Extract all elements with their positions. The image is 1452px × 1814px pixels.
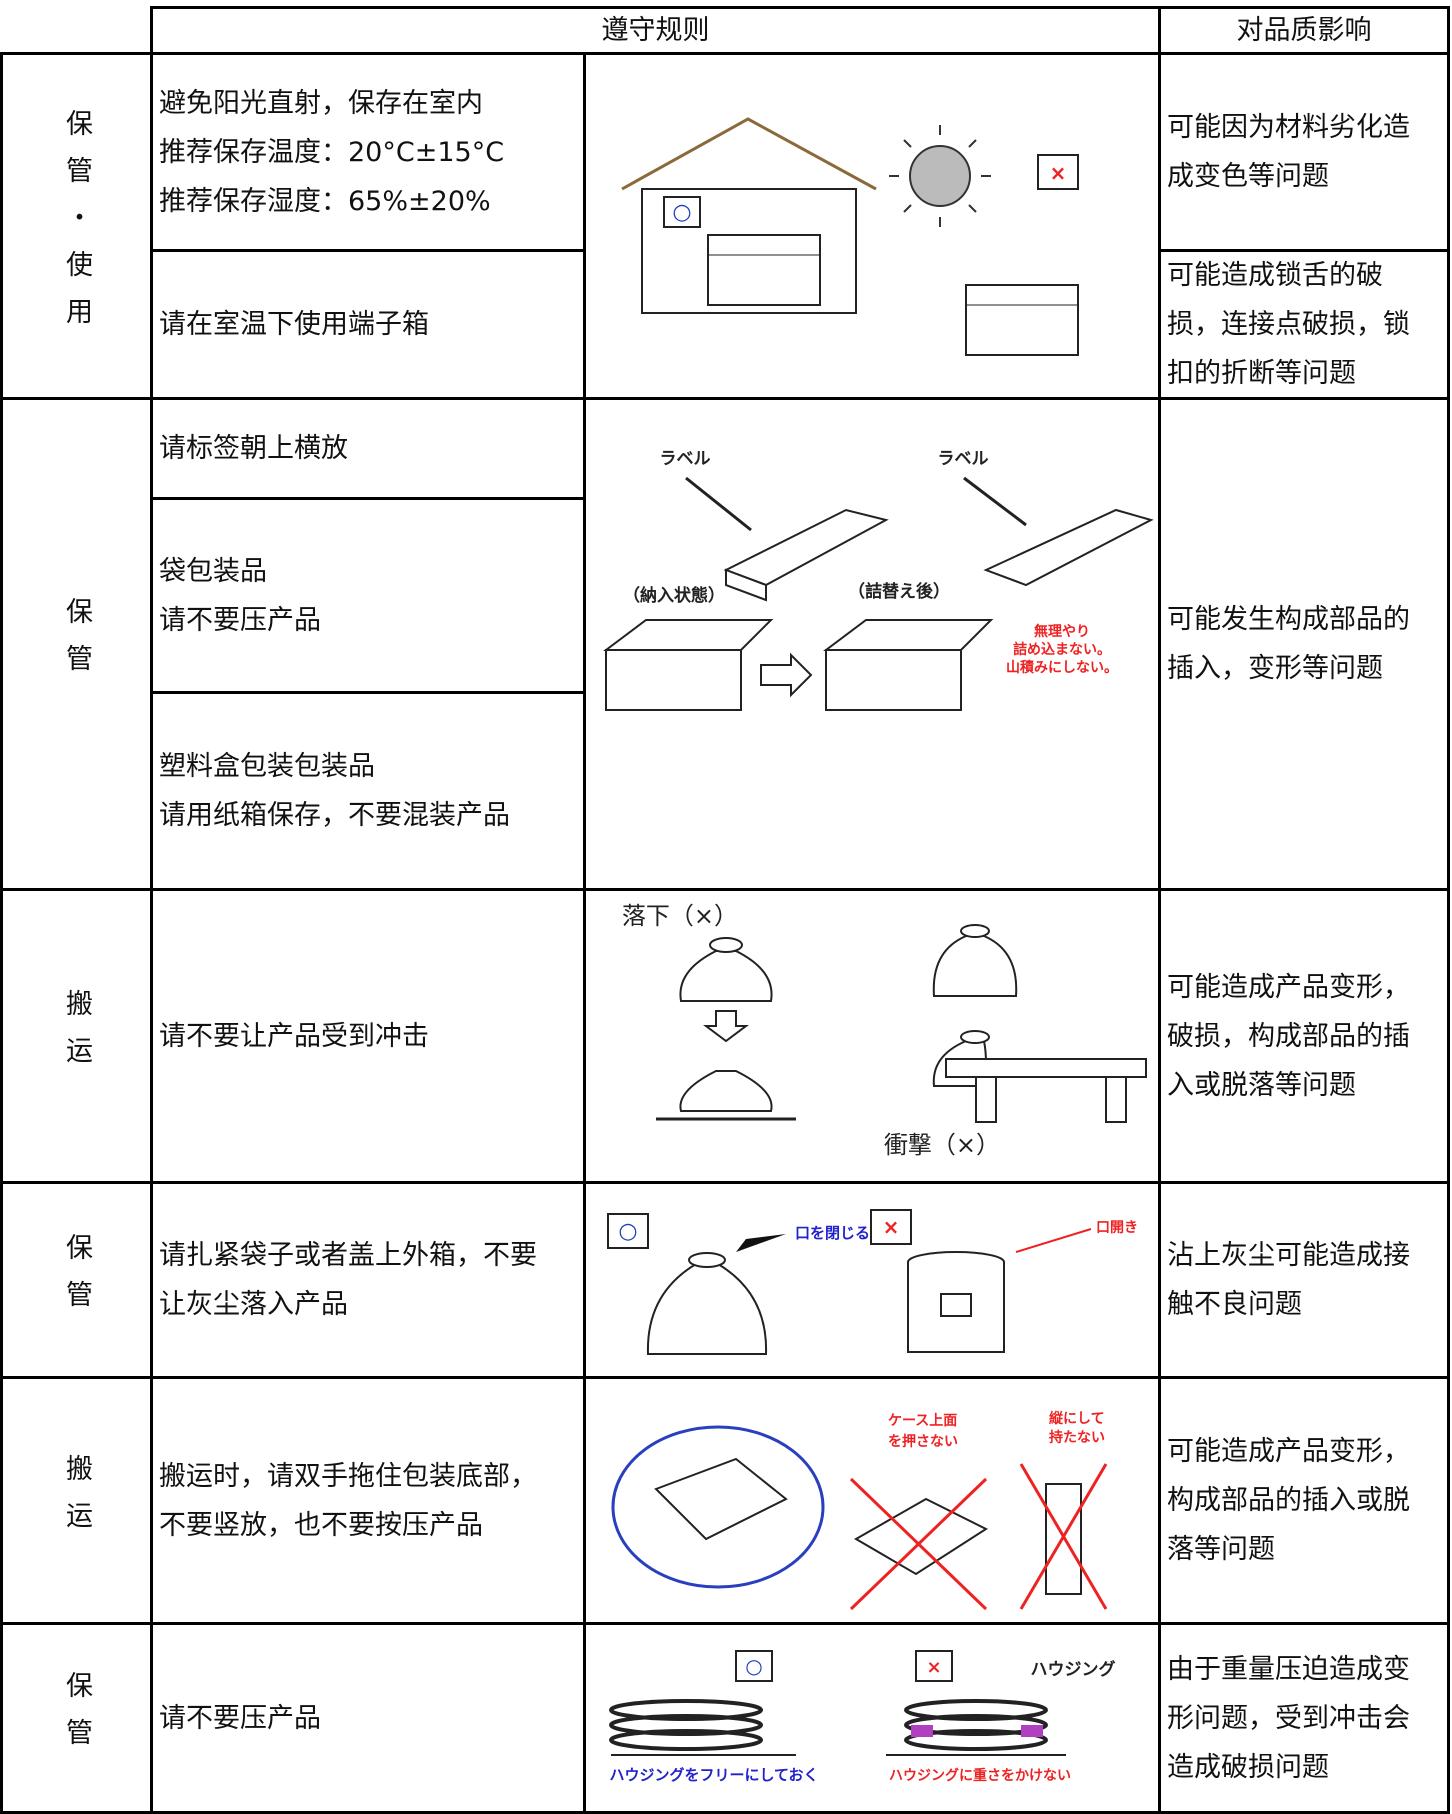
- figure-label: を押さない: [888, 1433, 958, 1450]
- illustration: ○ ハウジングをフリーにしておく × ハウジング ハウジングに重さをかけない: [609, 1650, 1116, 1784]
- ng-mark: ×: [926, 1657, 941, 1678]
- category-cell: 搬运: [0, 1376, 153, 1625]
- impact-cell: 可能发生构成部品的 插入，变形等问题: [1158, 397, 1450, 891]
- figure-label: 落下（×）: [622, 902, 738, 930]
- ng-mark: ×: [883, 1215, 900, 1239]
- rule-cell: 请标签朝上横放: [150, 397, 586, 500]
- ng-mark: ×: [1050, 161, 1067, 185]
- category: 保管・使用: [61, 108, 92, 344]
- illustration: 落下（×） 衝撃（×）: [622, 902, 1147, 1159]
- figure-label: 衝撃（×）: [884, 1131, 1000, 1159]
- figure-label: （納入状態）: [623, 585, 725, 606]
- rule-cell: 请扎紧袋子或者盖上外箱，不要 让灰尘落入产品: [150, 1181, 586, 1379]
- rule-cell: 袋包装品 请不要压产品: [150, 497, 586, 694]
- illustration: ○ ×: [621, 117, 1079, 356]
- figure-label: ケース上面: [888, 1413, 957, 1429]
- ok-mark: ○: [745, 1654, 762, 1678]
- category-cell: 搬运: [0, 888, 153, 1184]
- impact-cell: 可能因为材料劣化造 成变色等问题: [1158, 52, 1450, 252]
- figure-label: 詰め込まない。: [1013, 641, 1111, 658]
- figure-label: 無理やり: [1034, 623, 1090, 640]
- rule-cell: 搬运时，请双手拖住包装底部， 不要竖放，也不要按压产品: [150, 1376, 586, 1625]
- header-cell: 对品质影响: [1158, 6, 1450, 55]
- category-cell: 保管: [0, 1181, 153, 1379]
- figure-cell: ラベル ラベル （納入状態） （詰替え後） 無理やり 詰め込まない。 山積みにし…: [583, 397, 1161, 891]
- figure-label: （詰替え後）: [848, 581, 950, 602]
- figure-label: 口開き: [1096, 1220, 1138, 1236]
- rule-cell: 请在室温下使用端子箱: [150, 249, 586, 400]
- category: 搬运: [61, 1453, 92, 1548]
- figure-label: 縦にして: [1049, 1410, 1105, 1427]
- impact-cell: 由于重量压迫造成变 形问题，受到冲击会 造成破损问题: [1158, 1622, 1450, 1814]
- rule-cell: 请不要让产品受到冲击: [150, 888, 586, 1184]
- rule-cell: 避免阳光直射，保存在室内 推荐保存温度：20°C±15°C 推荐保存湿度：65%…: [150, 52, 586, 252]
- rule-cell: 请不要压产品: [150, 1622, 586, 1814]
- figure-cell: 落下（×） 衝撃（×）: [583, 888, 1161, 1184]
- header-cell: 遵守规则: [150, 6, 1161, 55]
- figure-label: ハウジングに重さをかけない: [889, 1767, 1071, 1784]
- category-cell: 保管: [0, 397, 153, 891]
- impact-cell: 沾上灰尘可能造成接 触不良问题: [1158, 1181, 1450, 1379]
- impact-cell: 可能造成产品变形， 构成部品的插入或脱 落等问题: [1158, 1376, 1450, 1625]
- category-cell: 保管・使用: [0, 52, 153, 400]
- category: 保管: [61, 597, 92, 691]
- figure-label: ハウジングをフリーにしておく: [609, 1766, 818, 1784]
- figure-label: 持たない: [1049, 1429, 1105, 1446]
- category: 保管: [61, 1671, 92, 1765]
- ok-mark: ○: [672, 200, 691, 225]
- illustration: ○ 口を閉じる × 口開き: [607, 1209, 1138, 1355]
- figure-cell: ○ 口を閉じる × 口開き: [583, 1181, 1161, 1379]
- impact-cell: 可能造成产品变形， 破损，构成部品的插 入或脱落等问题: [1158, 888, 1450, 1184]
- figure-label: 山積みにしない。: [1006, 659, 1118, 676]
- figure-label: ハウジング: [1031, 1659, 1116, 1680]
- figure-cell: ○ ×: [583, 52, 1161, 400]
- figure-label: ラベル: [660, 449, 711, 469]
- illustration: ラベル ラベル （納入状態） （詰替え後） 無理やり 詰め込まない。 山積みにし…: [603, 449, 1154, 711]
- ok-mark: ○: [618, 1219, 637, 1244]
- illustration: ケース上面 を押さない 縦にして 持たない: [611, 1410, 1108, 1611]
- rule-cell: 塑料盒包装包装品 请用纸箱保存，不要混装产品: [150, 691, 586, 891]
- figure-cell: ○ ハウジングをフリーにしておく × ハウジング ハウジングに重さをかけない: [583, 1622, 1161, 1814]
- figure-label: 口を閉じる: [795, 1224, 870, 1242]
- category: 保管: [61, 1233, 92, 1327]
- figure-cell: ケース上面 を押さない 縦にして 持たない: [583, 1376, 1161, 1625]
- impact-cell: 可能造成锁舌的破 损，连接点破损，锁 扣的折断等问题: [1158, 249, 1450, 400]
- category-cell: 保管: [0, 1622, 153, 1814]
- category: 搬运: [61, 989, 92, 1083]
- figure-label: ラベル: [938, 449, 989, 469]
